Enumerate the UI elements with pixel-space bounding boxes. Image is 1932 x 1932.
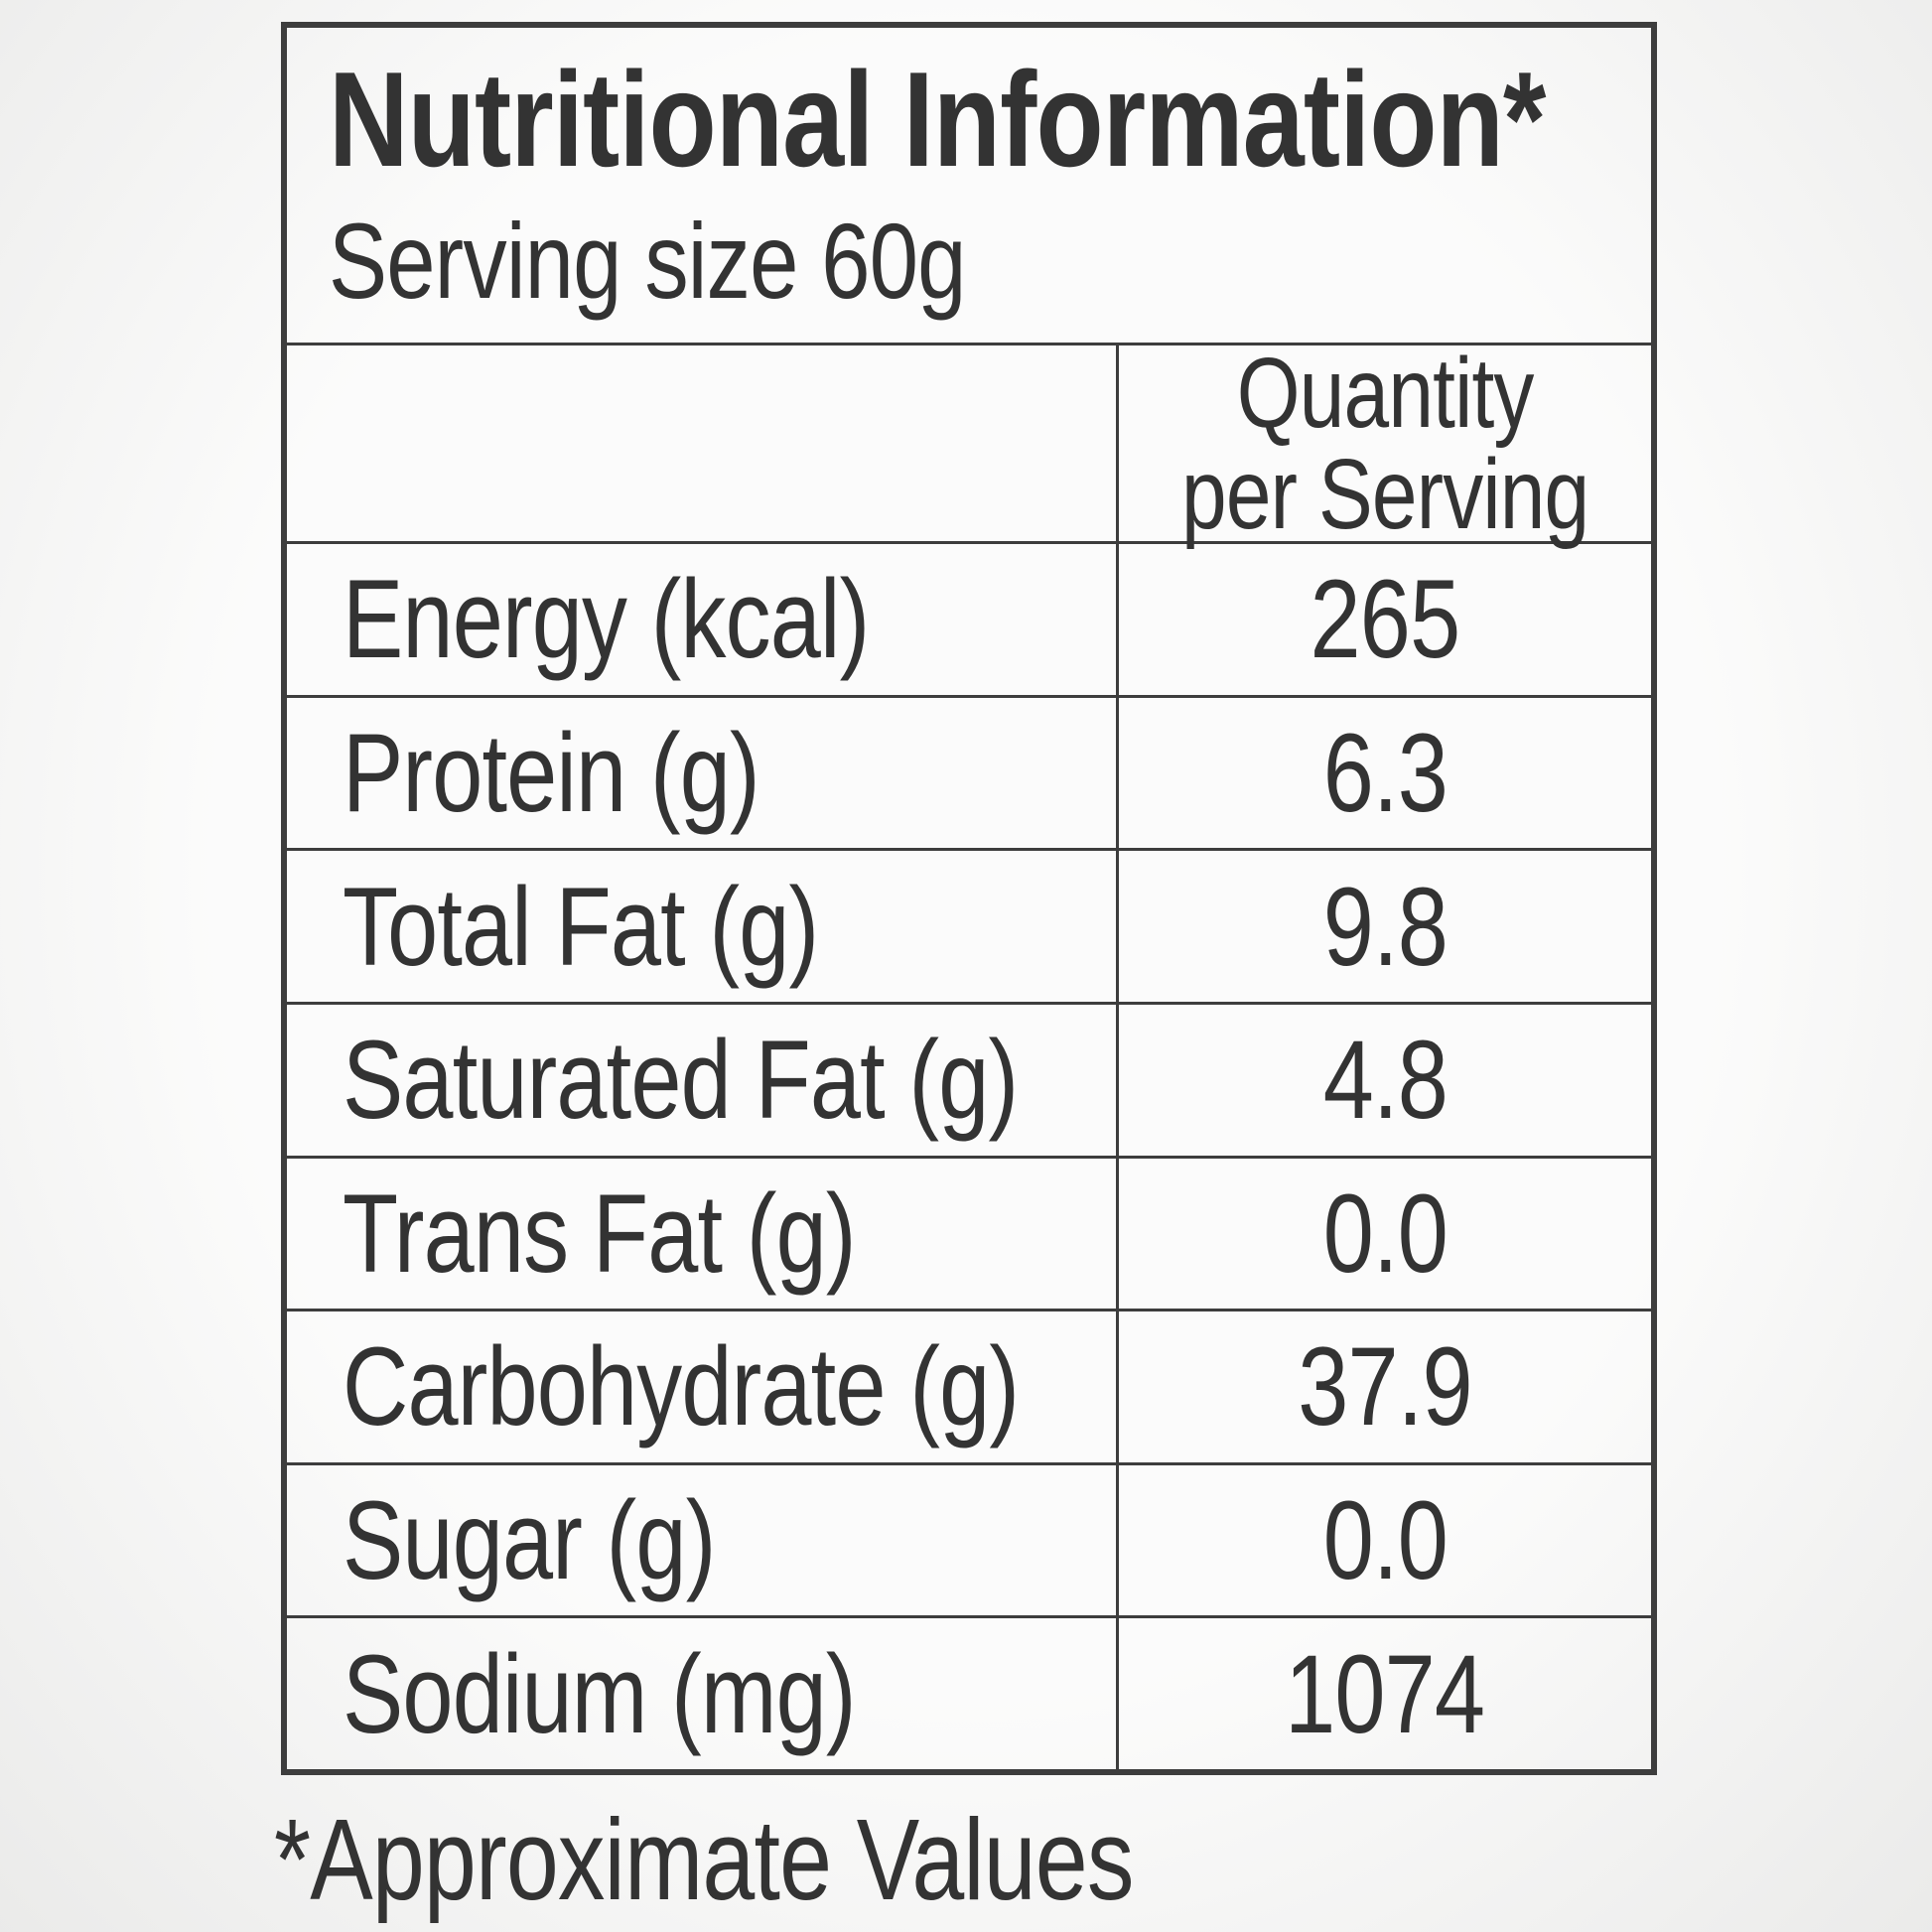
footnote-text: *Approximate Values	[274, 1795, 1134, 1924]
nutrient-label: Carbohydrate (g)	[343, 1324, 1020, 1449]
table-row-trans-fat: Trans Fat (g) 0.0	[287, 1155, 1651, 1310]
page-title: Nutritional Information*	[329, 44, 1546, 195]
table-row-sugar: Sugar (g) 0.0	[287, 1461, 1651, 1616]
table-row-sodium: Sodium (mg) 1074	[287, 1615, 1651, 1769]
nutrient-label: Protein (g)	[343, 710, 760, 835]
nutrient-value: 0.0	[1322, 1478, 1448, 1603]
footnote-row: *Approximate Values	[274, 1793, 1322, 1926]
title-block: Nutritional Information* Serving size 60…	[287, 28, 1651, 343]
nutrient-label: Sodium (mg)	[343, 1631, 856, 1756]
nutrient-label: Energy (kcal)	[343, 557, 870, 682]
table-row-carbohydrate: Carbohydrate (g) 37.9	[287, 1309, 1651, 1462]
column-header-line2: per Serving	[1180, 438, 1589, 550]
table-row-energy: Energy (kcal) 265	[287, 541, 1651, 695]
column-header-line2-row: per Serving	[1137, 444, 1633, 545]
serving-size-row: Serving size 60g	[329, 203, 1621, 321]
nutrition-table: Nutritional Information* Serving size 60…	[281, 22, 1657, 1775]
nutrient-value: 0.0	[1322, 1171, 1448, 1296]
nutrient-label: Saturated Fat (g)	[343, 1018, 1019, 1143]
nutrient-value: 265	[1310, 557, 1461, 682]
nutrient-label: Total Fat (g)	[343, 864, 819, 989]
column-header-line1-row: Quantity	[1204, 343, 1566, 444]
nutrient-value: 6.3	[1322, 710, 1448, 835]
nutrient-value: 4.8	[1322, 1018, 1448, 1143]
nutrient-label: Trans Fat (g)	[343, 1171, 856, 1296]
page-title-row: Nutritional Information*	[329, 44, 1621, 195]
header-empty-cell	[287, 345, 1120, 541]
table-row-saturated-fat: Saturated Fat (g) 4.8	[287, 1001, 1651, 1156]
column-header-line1: Quantity	[1236, 337, 1535, 449]
table-row-protein: Protein (g) 6.3	[287, 694, 1651, 849]
header-quantity-cell: Quantity per Serving	[1119, 343, 1651, 545]
nutrient-value: 9.8	[1322, 864, 1448, 989]
table-header-row: Quantity per Serving	[287, 343, 1651, 545]
nutrient-value: 1074	[1285, 1631, 1486, 1756]
nutrient-value: 37.9	[1298, 1324, 1472, 1449]
nutrient-label: Sugar (g)	[343, 1478, 716, 1603]
table-row-total-fat: Total Fat (g) 9.8	[287, 848, 1651, 1002]
serving-size-text: Serving size 60g	[329, 201, 966, 322]
